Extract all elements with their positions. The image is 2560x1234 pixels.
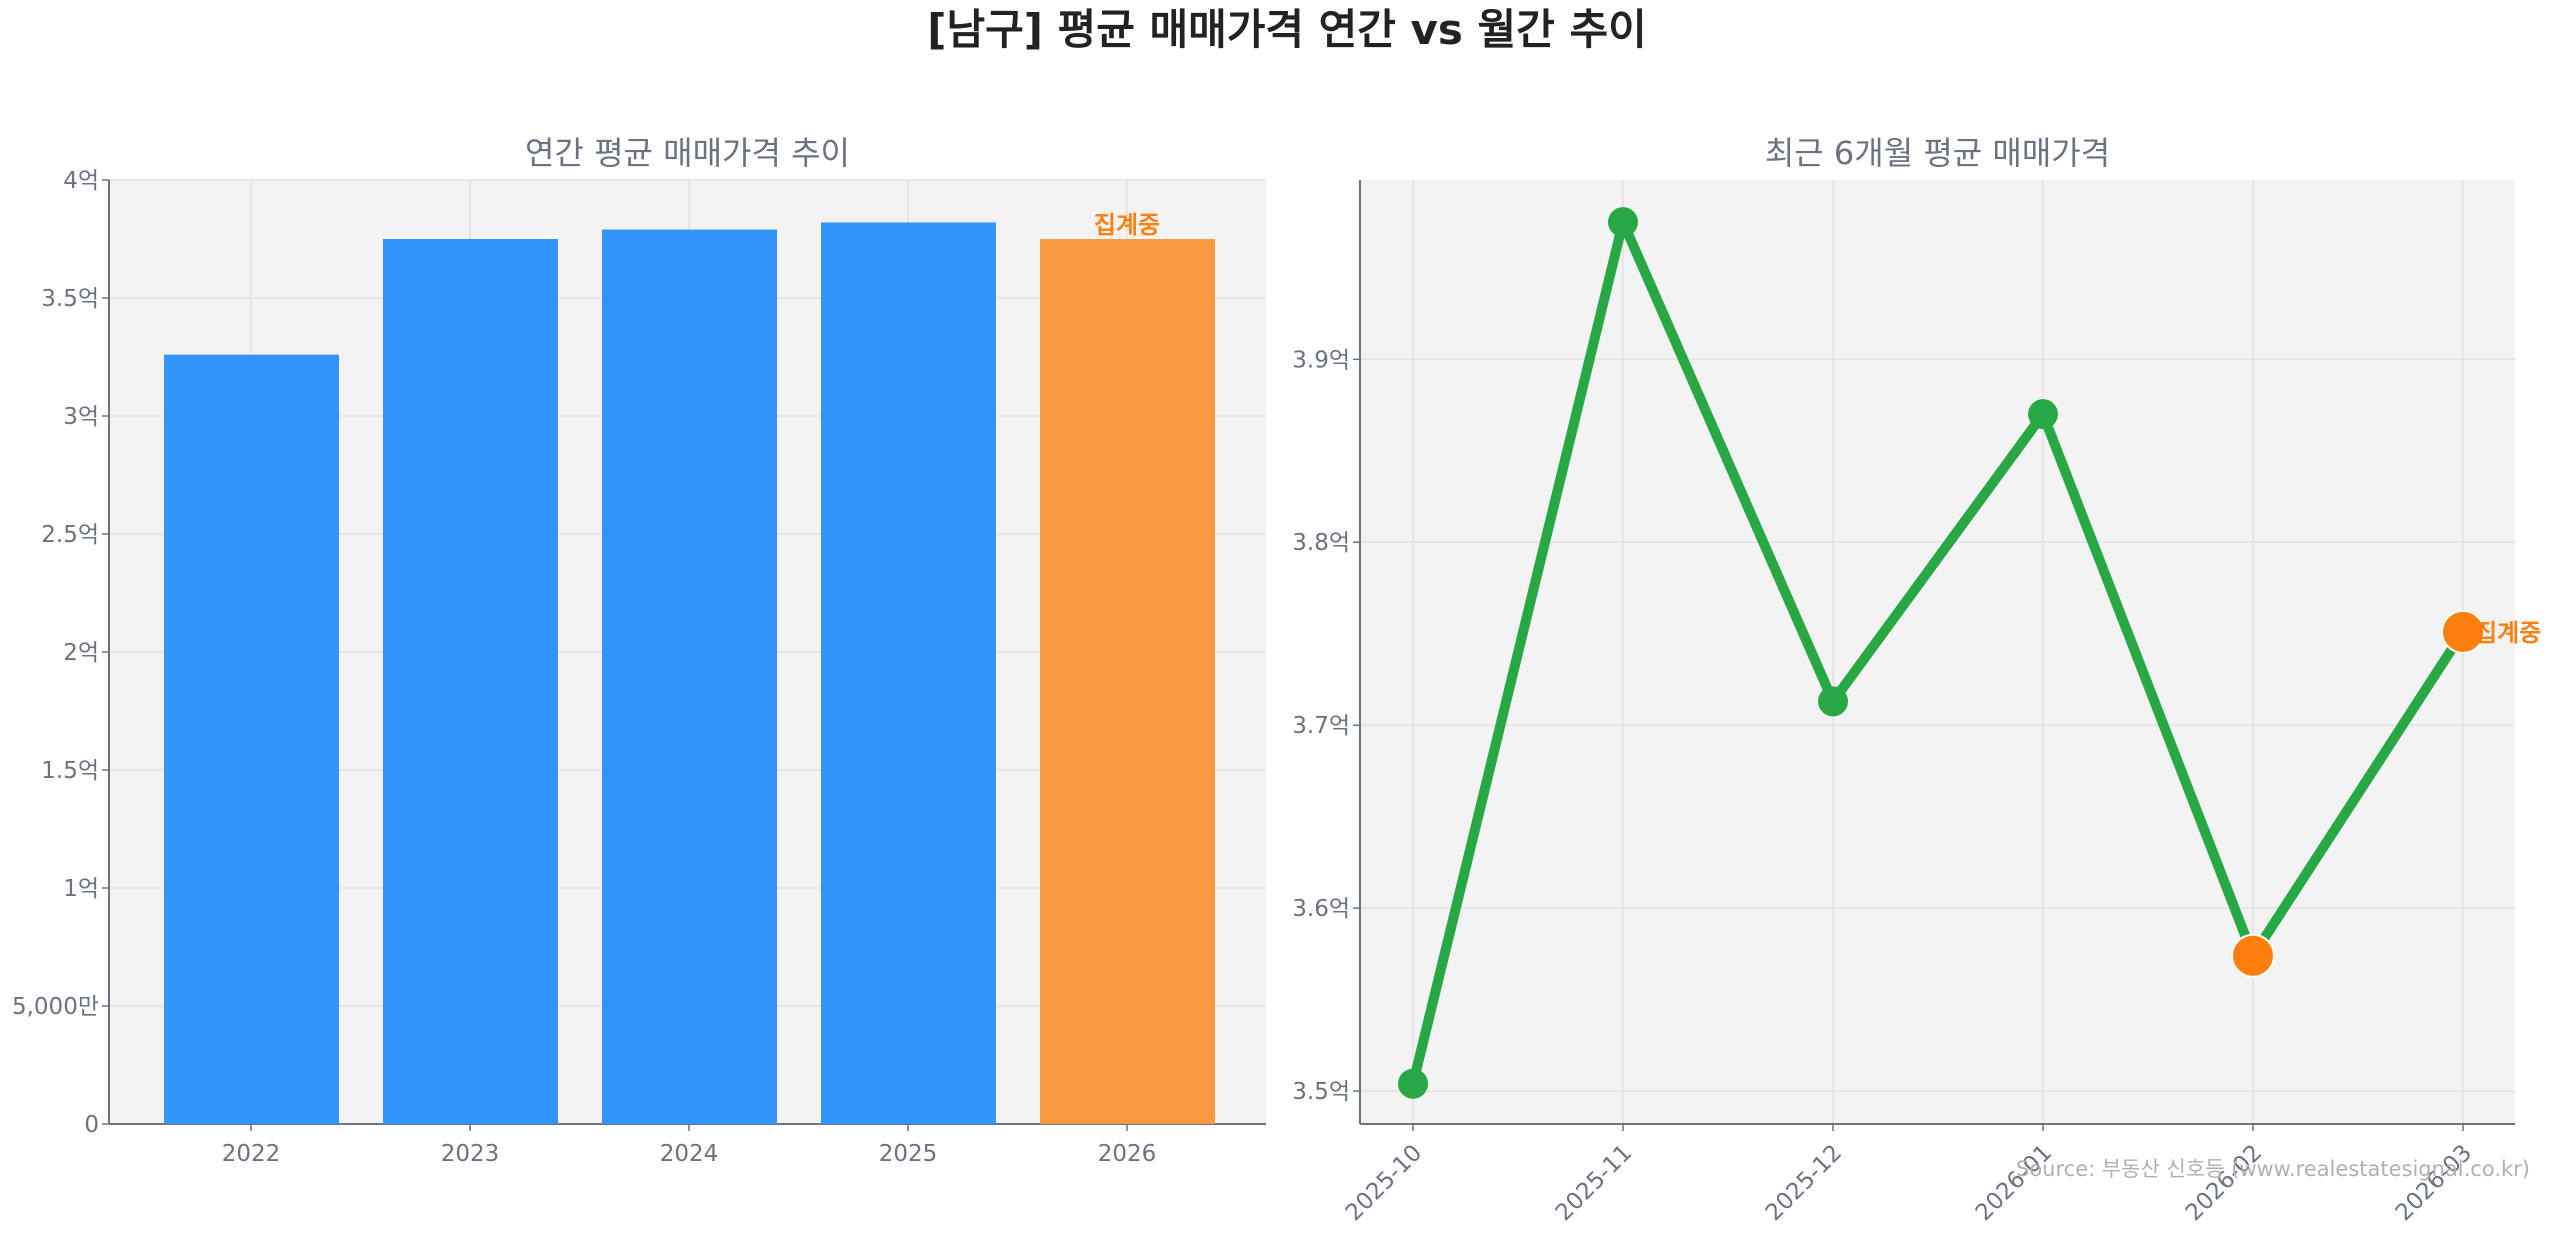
partial-annotation: 집계중	[1094, 211, 1160, 239]
chart-title: 연간 평균 매매가격 추이	[525, 134, 850, 172]
y-tick-label: 3.8억	[1292, 530, 1350, 556]
data-point-2025-10	[1398, 1068, 1428, 1099]
source-note: Source: 부동산 신호등 (www.realestatesignal.co…	[2016, 1157, 2530, 1181]
data-point-2026-01	[2028, 399, 2058, 430]
y-tick-label: 1억	[63, 876, 99, 902]
annual-bar-chart: 0 5,000만 1억 1.5억 2억 2.5억 3억 3.5억 4억 연간 평균 매매가격 추이…	[12, 134, 1266, 1167]
y-tick-label: 2억	[63, 640, 99, 666]
x-tick-label: 2026	[1098, 1141, 1157, 1167]
figure-title: [남구] 평균 매매가격 연간 vs 월간 추이	[927, 5, 1646, 54]
y-tick-label: 3억	[63, 404, 99, 430]
y-tick-label: 5,000만	[12, 994, 99, 1020]
partial-annotation: 집계중	[2475, 619, 2541, 647]
bar-2025	[821, 222, 996, 1125]
data-point-2025-11	[1608, 207, 1638, 238]
x-tick-label: 2025-10	[1341, 1140, 1427, 1226]
data-point-2025-12	[1818, 686, 1848, 717]
data-point-2026-02	[2231, 933, 2275, 978]
x-tick-label: 2022	[222, 1141, 281, 1167]
monthly-line-chart: 3.5억 3.6억 3.7억 3.8억 3.9억 최근 6개월 평균 매매가격 2025-1…	[1292, 134, 2541, 1226]
x-tick-label: 2025-11	[1551, 1140, 1637, 1226]
y-tick-label: 1.5억	[41, 758, 99, 784]
x-tick-label: 2026-03	[2391, 1140, 2477, 1226]
x-tick-label: 2023	[441, 1141, 500, 1167]
data-point-2026-03	[2441, 609, 2485, 654]
x-tick-label: 2025	[879, 1141, 938, 1167]
y-tick-label: 3.5억	[1292, 1079, 1350, 1105]
x-tick-label: 2026-02	[2181, 1140, 2267, 1226]
x-tick-label: 2026-01	[1971, 1140, 2057, 1226]
y-tick-label: 3.5억	[41, 286, 99, 312]
plot-area	[1360, 180, 2515, 1124]
y-tick-label: 3.7억	[1292, 713, 1350, 739]
y-tick-label: 4억	[63, 168, 99, 194]
y-tick-label: 0	[84, 1112, 99, 1138]
y-tick-label: 2.5억	[41, 522, 99, 548]
bar-2026	[1040, 239, 1215, 1124]
y-tick-label: 3.9억	[1292, 347, 1350, 373]
bar-2022	[164, 354, 339, 1124]
x-tick-label: 2025-12	[1761, 1140, 1847, 1226]
bar-2023	[383, 239, 558, 1124]
series-line	[1408, 217, 2468, 1085]
chart-title: 최근 6개월 평균 매매가격	[1765, 134, 2110, 172]
bar-2024	[602, 229, 777, 1124]
x-tick-label: 2024	[660, 1141, 719, 1167]
y-tick-label: 3.6억	[1292, 896, 1350, 922]
